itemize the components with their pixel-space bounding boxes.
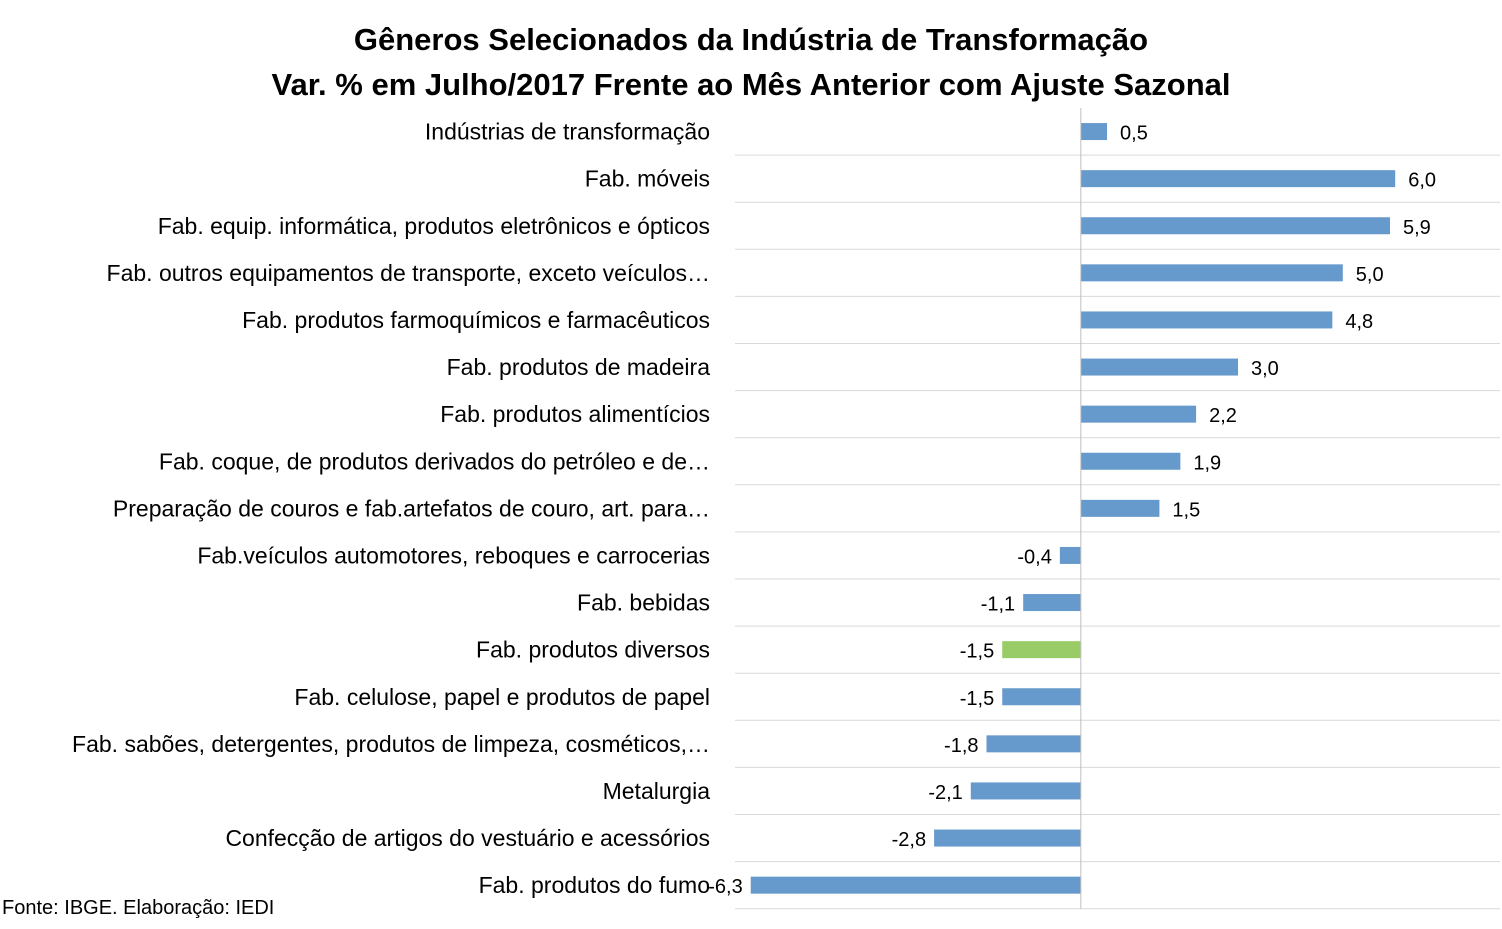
bar	[1080, 217, 1390, 235]
category-label: Confecção de artigos do vestuário e aces…	[225, 825, 710, 851]
data-label: 2,2	[1209, 405, 1237, 427]
data-label: -1,5	[960, 688, 994, 710]
data-label: 0,5	[1120, 123, 1148, 145]
data-label: -1,8	[944, 735, 978, 757]
category-label: Fab. outros equipamentos de transporte, …	[107, 260, 710, 286]
bar	[1023, 594, 1081, 612]
bar	[1080, 452, 1181, 470]
bar	[1002, 641, 1081, 659]
bar	[1080, 170, 1396, 188]
category-label: Fab. coque, de produtos derivados do pet…	[159, 448, 710, 474]
category-label: Fab. produtos farmoquímicos e farmacêuti…	[242, 307, 710, 333]
data-label: 5,0	[1356, 264, 1384, 286]
bar	[1080, 123, 1108, 141]
category-label: Fab.veículos automotores, reboques e car…	[197, 542, 710, 568]
category-label: Fab. produtos de madeira	[447, 354, 711, 380]
data-label: -1,5	[960, 641, 994, 663]
bar	[1059, 546, 1081, 564]
bar	[1002, 688, 1081, 706]
data-label: 5,9	[1403, 217, 1431, 239]
bar	[1080, 499, 1160, 517]
bar	[1080, 405, 1197, 423]
data-label: 6,0	[1408, 170, 1436, 192]
source-note: Fonte: IBGE. Elaboração: IEDI	[2, 897, 275, 919]
data-label: -1,1	[981, 594, 1015, 616]
chart-title: Gêneros Selecionados da Indústria de Tra…	[353, 22, 1149, 57]
category-label: Indústrias de transformação	[425, 119, 710, 145]
data-label: 3,0	[1251, 358, 1279, 380]
bar	[1080, 264, 1343, 282]
chart-subtitle: Var. % em Julho/2017 Frente ao Mês Anter…	[271, 67, 1231, 102]
bar	[986, 735, 1081, 753]
category-label: Fab. sabões, detergentes, produtos de li…	[72, 731, 710, 757]
data-label: -2,8	[892, 829, 926, 851]
category-label: Metalurgia	[603, 778, 711, 804]
category-label: Fab. celulose, papel e produtos de papel	[294, 684, 710, 710]
category-label: Preparação de couros e fab.artefatos de …	[113, 495, 710, 521]
category-label: Fab. produtos do fumo	[479, 872, 710, 898]
data-label: -2,1	[928, 782, 962, 804]
bar	[970, 782, 1081, 800]
data-label: -6,3	[708, 876, 742, 898]
data-label: -0,4	[1017, 546, 1051, 568]
category-label: Fab. produtos diversos	[476, 637, 710, 663]
data-label: 1,5	[1172, 499, 1200, 521]
category-label: Fab. bebidas	[577, 590, 710, 616]
category-label: Fab. móveis	[585, 166, 710, 192]
bar	[1080, 311, 1333, 329]
data-label: 1,9	[1193, 452, 1221, 474]
category-label: Fab. produtos alimentícios	[440, 401, 710, 427]
data-label: 4,8	[1345, 311, 1373, 333]
bar	[1080, 358, 1239, 376]
bar	[934, 829, 1081, 847]
bar	[750, 876, 1081, 894]
category-label: Fab. equip. informática, produtos eletrô…	[158, 213, 710, 239]
